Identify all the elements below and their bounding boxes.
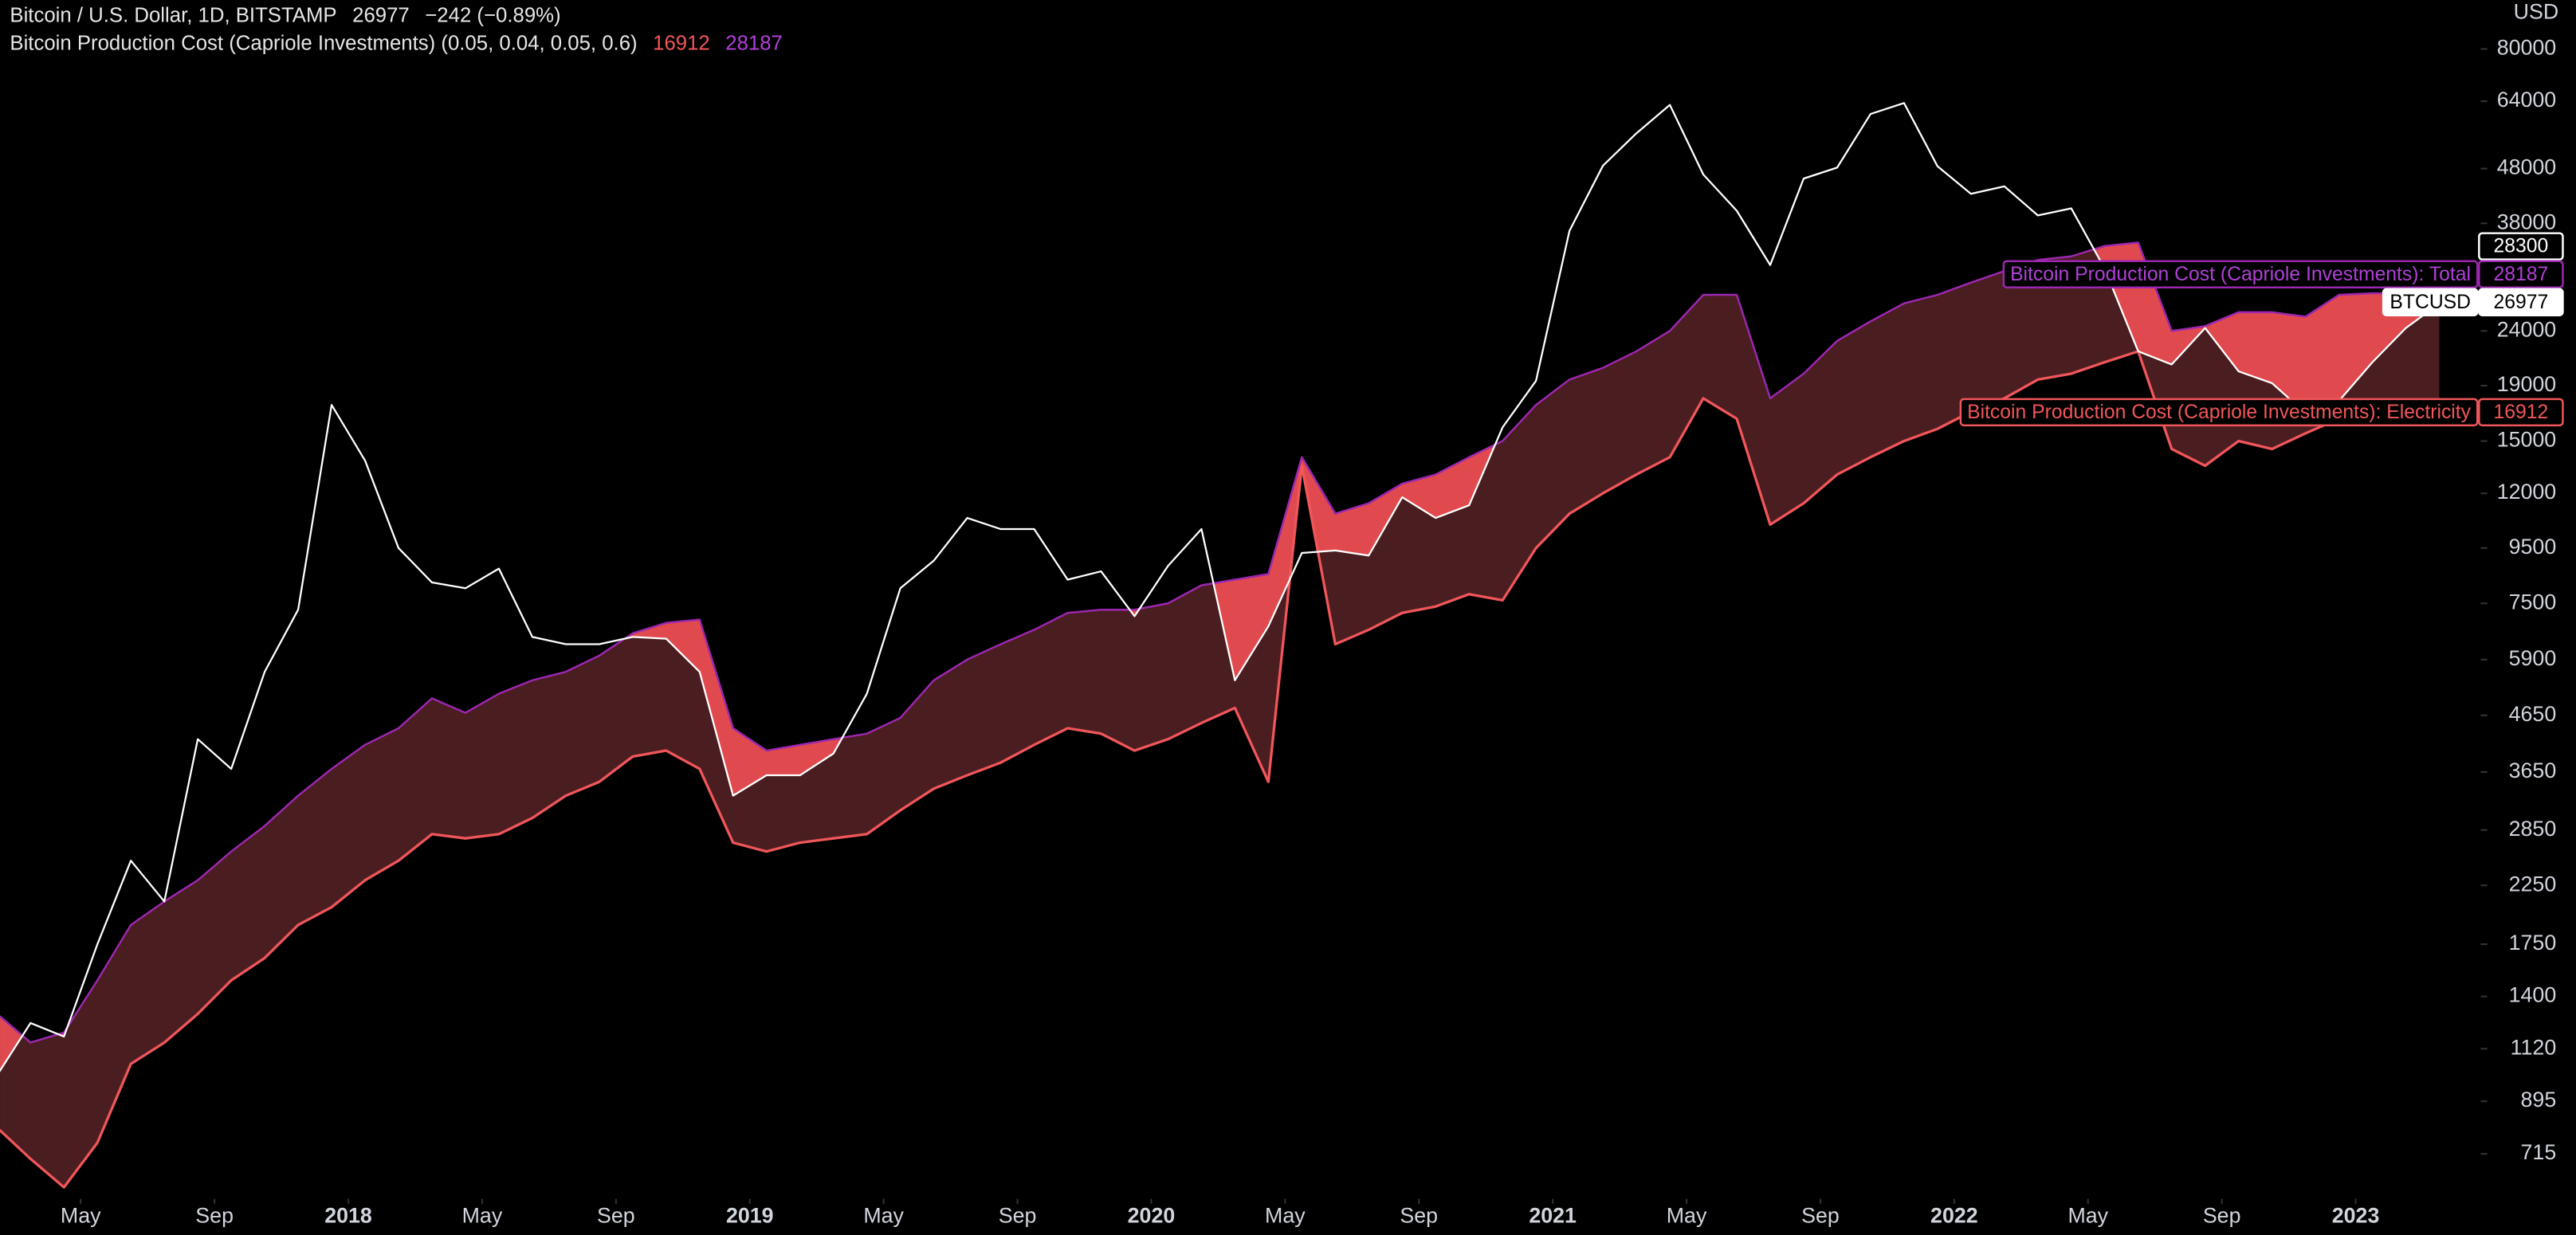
marker-price-box	[2478, 232, 2564, 261]
y-tick-label: 715	[2521, 1140, 2557, 1164]
total-series-label-box	[2002, 260, 2479, 288]
x-tick-label: 2022	[1930, 1203, 1978, 1227]
x-tick-label: 2023	[2332, 1203, 2380, 1227]
x-tick-label: Sep	[597, 1203, 635, 1227]
y-unit: USD	[2514, 0, 2559, 24]
y-tick-label: 24000	[2497, 317, 2556, 341]
y-tick-label: 9500	[2509, 535, 2557, 559]
indicator-total-value: 28187	[725, 32, 783, 54]
price-last-value-box	[2478, 288, 2564, 316]
x-tick-label: Sep	[2203, 1203, 2241, 1227]
y-tick-label: 3650	[2509, 759, 2557, 782]
last-price: 26977	[352, 4, 410, 26]
y-tick-label: 1120	[2511, 1035, 2557, 1059]
y-tick-label: 7500	[2509, 590, 2557, 614]
y-axis: 80000 64000 48000 38000 24000 19000 15000 12000…	[2480, 36, 2557, 1164]
x-tick-label: 2019	[726, 1203, 774, 1227]
x-tick-label: 2021	[1529, 1203, 1577, 1227]
x-tick-label: May	[462, 1203, 503, 1227]
y-tick-label: 12000	[2497, 480, 2556, 504]
y-tick-label: 64000	[2497, 88, 2556, 112]
price-last-value-text: 26977	[2494, 292, 2549, 313]
y-tick-label: 895	[2521, 1088, 2557, 1112]
cost-band	[0, 242, 2440, 1188]
total-last-value-box	[2478, 260, 2564, 288]
indicator-line: Bitcoin Production Cost (Capriole Invest…	[10, 32, 782, 54]
x-tick-label: 2018	[324, 1203, 372, 1227]
y-tick-label: 80000	[2497, 36, 2556, 60]
electricity-last-value-text: 16912	[2494, 402, 2549, 423]
x-tick-label: May	[1667, 1203, 1707, 1227]
y-tick-label: 19000	[2497, 372, 2556, 396]
y-tick-label: 48000	[2497, 155, 2556, 179]
x-tick-label: May	[1265, 1203, 1306, 1227]
header-line: Bitcoin / U.S. Dollar, 1D, BITSTAMP 2697…	[10, 4, 560, 26]
electricity-last-value-box	[2478, 398, 2564, 427]
total-series-label-text: Bitcoin Production Cost (Capriole Invest…	[2010, 264, 2471, 285]
x-tick-label: May	[61, 1203, 101, 1227]
y-tick-label: 38000	[2497, 210, 2556, 233]
price-change: −242 (−0.89%)	[425, 4, 560, 26]
x-tick-label: Sep	[195, 1203, 234, 1227]
total-last-value-text: 28187	[2494, 264, 2549, 285]
x-axis: May Sep 2018 May Sep 2019 May Sep 2020 May Sep 2021…	[61, 1198, 2380, 1227]
indicator-title: Bitcoin Production Cost (Capriole Invest…	[10, 32, 637, 54]
electricity-series-label-box	[1959, 398, 2479, 427]
y-tick-label: 4650	[2509, 702, 2557, 726]
y-tick-label: 1400	[2509, 983, 2557, 1007]
series-line	[0, 350, 2440, 1189]
plot-area	[0, 102, 2441, 1189]
price-tags: 28300 Bitcoin Production Cost (Capriole I…	[1959, 232, 2564, 427]
x-tick-label: May	[2067, 1203, 2108, 1227]
series-line	[0, 102, 2441, 1072]
y-tick-label: 1750	[2509, 931, 2557, 955]
y-tick-label: 15000	[2497, 428, 2556, 452]
electricity-series-label-text: Bitcoin Production Cost (Capriole Invest…	[1967, 402, 2472, 423]
x-tick-label: May	[863, 1203, 904, 1227]
x-tick-label: Sep	[1400, 1203, 1438, 1227]
x-tick-label: 2020	[1128, 1203, 1176, 1227]
y-tick-label: 2850	[2509, 817, 2557, 841]
x-tick-label: Sep	[1801, 1203, 1840, 1227]
x-tick-label: Sep	[999, 1203, 1037, 1227]
chart-title: Bitcoin / U.S. Dollar, 1D, BITSTAMP	[10, 4, 336, 26]
y-tick-label: 5900	[2509, 646, 2557, 670]
price-series-label-box	[2382, 288, 2479, 316]
indicator-electricity-value: 16912	[653, 32, 710, 54]
price-series-label-text: BTCUSD	[2389, 292, 2471, 313]
y-tick-label: 2250	[2509, 872, 2557, 896]
marker-price-text: 28300	[2494, 236, 2549, 257]
